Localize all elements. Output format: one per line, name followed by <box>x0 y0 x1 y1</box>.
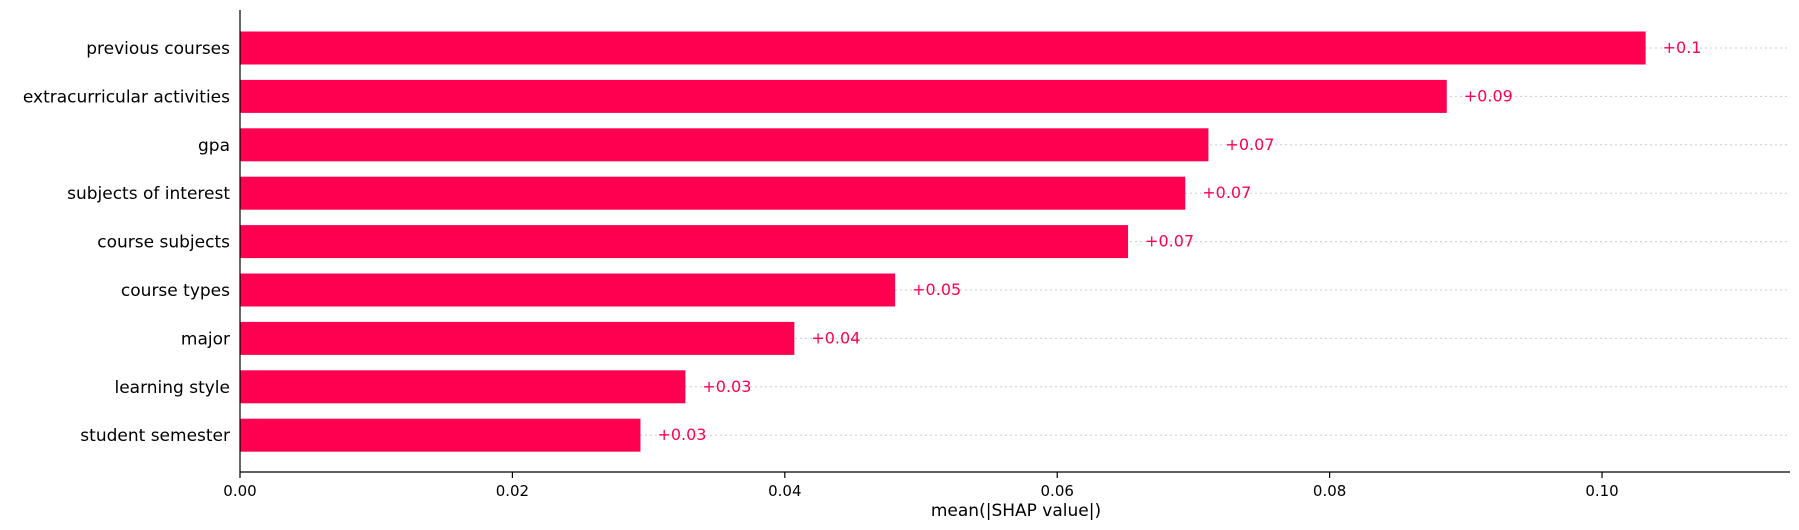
category-label: major <box>181 329 230 349</box>
bar <box>240 128 1209 162</box>
category-label: extracurricular activities <box>23 87 230 107</box>
bar <box>240 31 1646 65</box>
bar-value-label: +0.1 <box>1663 38 1702 57</box>
category-labels: previous courses extracurricular activiti… <box>23 39 230 446</box>
bar-value-label: +0.05 <box>912 280 961 299</box>
x-tick-label: 0.10 <box>1585 482 1618 500</box>
category-label: course subjects <box>97 233 230 253</box>
bar-value-label: +0.07 <box>1202 183 1251 202</box>
x-tick-label: 0.08 <box>1313 482 1346 500</box>
axes: 0.00 0.02 0.04 0.06 0.08 0.10 <box>223 10 1790 500</box>
bar-value-label: +0.09 <box>1464 86 1513 105</box>
bar-value-label: +0.04 <box>811 328 860 347</box>
category-label: learning style <box>114 378 230 398</box>
category-label: student semester <box>80 426 230 446</box>
x-tick-label: 0.04 <box>768 482 801 500</box>
bar-value-label: +0.07 <box>1225 135 1274 154</box>
bar <box>240 370 686 404</box>
bar <box>240 225 1129 259</box>
category-label: gpa <box>198 136 230 156</box>
category-label: previous courses <box>86 39 230 59</box>
bar <box>240 273 896 307</box>
bar <box>240 321 795 355</box>
value-labels: +0.1 +0.09 +0.07 +0.07 +0.07 +0.05 +0.04 +0.03 +… <box>657 38 1701 444</box>
category-label: course types <box>121 281 230 301</box>
x-axis-title: mean(|SHAP value|) <box>931 501 1101 521</box>
bar <box>240 79 1447 113</box>
bar-value-label: +0.03 <box>702 377 751 396</box>
x-tick-label: 0.02 <box>496 482 529 500</box>
bar <box>240 418 641 452</box>
bar-value-label: +0.03 <box>657 425 706 444</box>
x-tick-label: 0.06 <box>1041 482 1074 500</box>
category-label: subjects of interest <box>67 184 230 204</box>
bar <box>240 176 1186 210</box>
x-tick-label: 0.00 <box>223 482 256 500</box>
bars <box>240 31 1646 452</box>
bar-value-label: +0.07 <box>1145 232 1194 251</box>
